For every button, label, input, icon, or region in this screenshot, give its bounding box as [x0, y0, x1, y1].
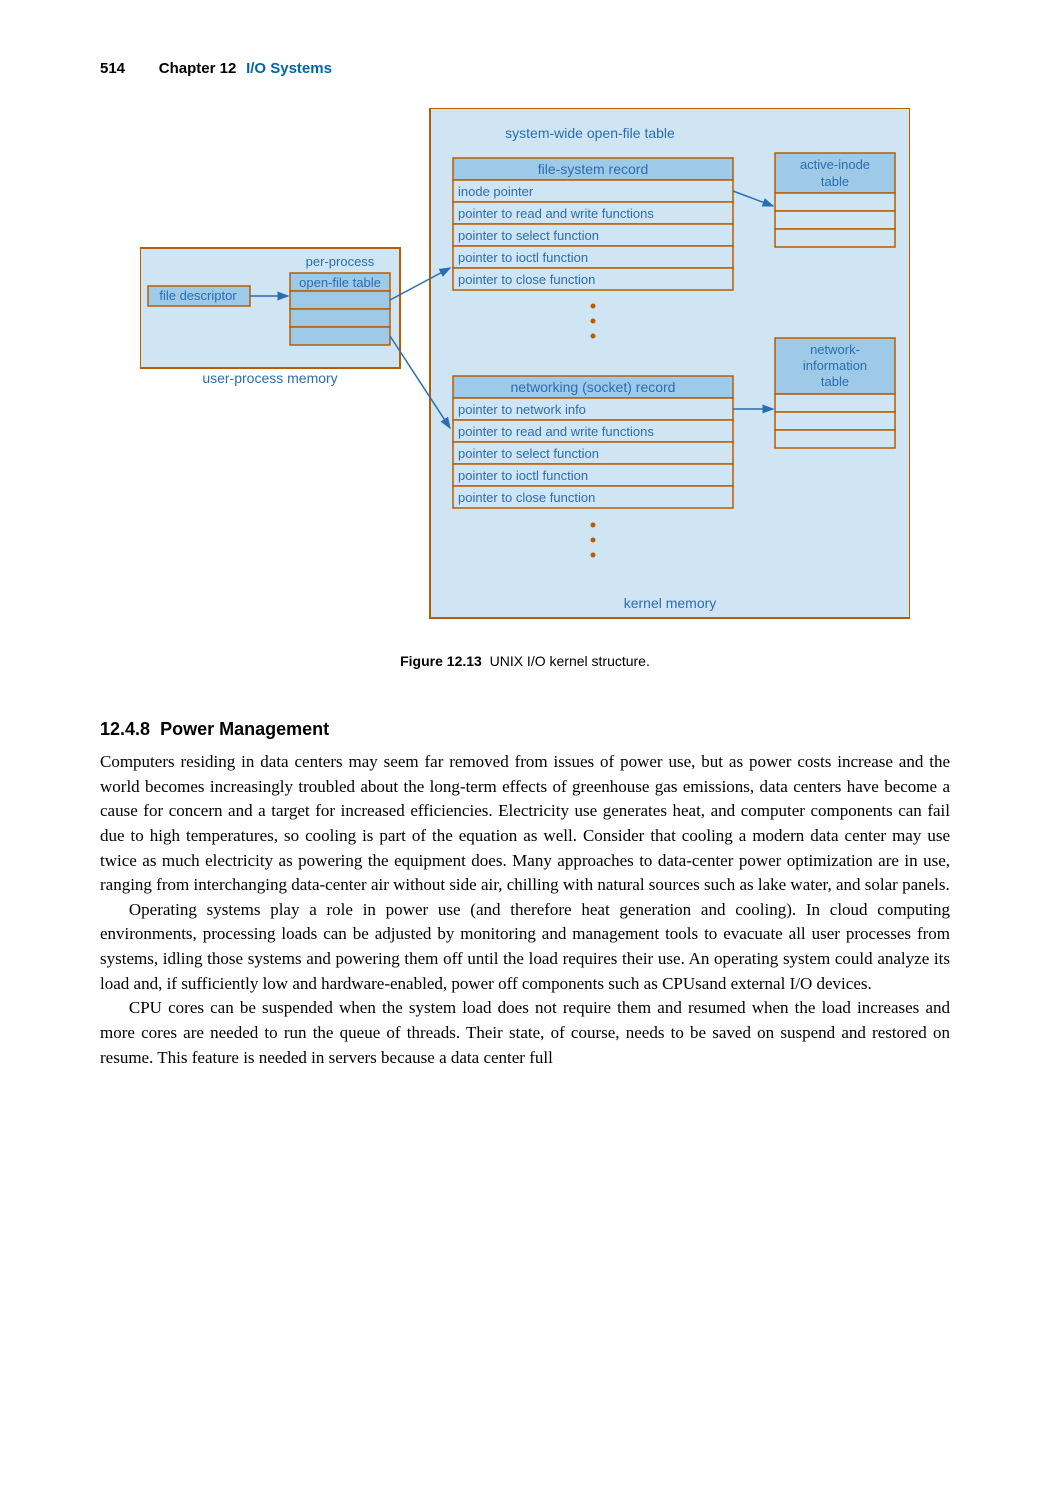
net-row-2: pointer to select function	[458, 446, 599, 461]
figure-caption-text: UNIX I/O kernel structure.	[490, 653, 650, 669]
chapter-title: I/O Systems	[246, 60, 332, 77]
figure-diagram: kernel memory system-wide open-file tabl…	[100, 108, 950, 633]
file-row-0: inode pointer	[458, 184, 534, 199]
figure-caption: Figure 12.13 UNIX I/O kernel structure.	[100, 653, 950, 669]
figure-caption-label: Figure 12.13	[400, 653, 482, 669]
net-row-1: pointer to read and write functions	[458, 424, 654, 439]
net-info-label-2: information	[803, 358, 867, 373]
kernel-memory-label: kernel memory	[624, 595, 717, 611]
page-number: 514	[100, 60, 125, 77]
network-info-table: network- information table	[775, 338, 895, 448]
section-title: Power Management	[160, 719, 329, 739]
section-number: 12.4.8	[100, 719, 150, 739]
page-header: 514 Chapter 12 I/O Systems	[100, 60, 950, 78]
section-heading: 12.4.8 Power Management	[100, 719, 950, 740]
paragraph-2: Operating systems play a role in power u…	[100, 898, 950, 997]
net-info-label-1: network-	[810, 342, 860, 357]
user-memory-label: user-process memory	[202, 370, 337, 386]
file-row-1: pointer to read and write functions	[458, 206, 654, 221]
per-process-label-1: per-process	[306, 254, 375, 269]
file-row-4: pointer to close function	[458, 272, 595, 287]
active-inode-table: active-inode table	[775, 153, 895, 247]
net-row-3: pointer to ioctl function	[458, 468, 588, 483]
net-record-label: networking (socket) record	[511, 379, 676, 395]
body-text: Computers residing in data centers may s…	[100, 750, 950, 1070]
file-descriptor-label: file descriptor	[159, 288, 237, 303]
per-process-label-2: open-file table	[299, 275, 381, 290]
net-row-0: pointer to network info	[458, 402, 586, 417]
file-row-3: pointer to ioctl function	[458, 250, 588, 265]
file-record-label: file-system record	[538, 161, 648, 177]
file-row-2: pointer to select function	[458, 228, 599, 243]
net-info-label-3: table	[821, 374, 849, 389]
file-system-record: file-system record inode pointer pointer…	[453, 158, 733, 290]
paragraph-1: Computers residing in data centers may s…	[100, 750, 950, 898]
networking-record: networking (socket) record pointer to ne…	[453, 376, 733, 508]
net-row-4: pointer to close function	[458, 490, 595, 505]
chapter-label: Chapter 12	[159, 60, 237, 77]
active-inode-label-2: table	[821, 174, 849, 189]
active-inode-label-1: active-inode	[800, 157, 870, 172]
paragraph-3: CPU cores can be suspended when the syst…	[100, 996, 950, 1070]
open-file-table-label: system-wide open-file table	[505, 125, 675, 141]
